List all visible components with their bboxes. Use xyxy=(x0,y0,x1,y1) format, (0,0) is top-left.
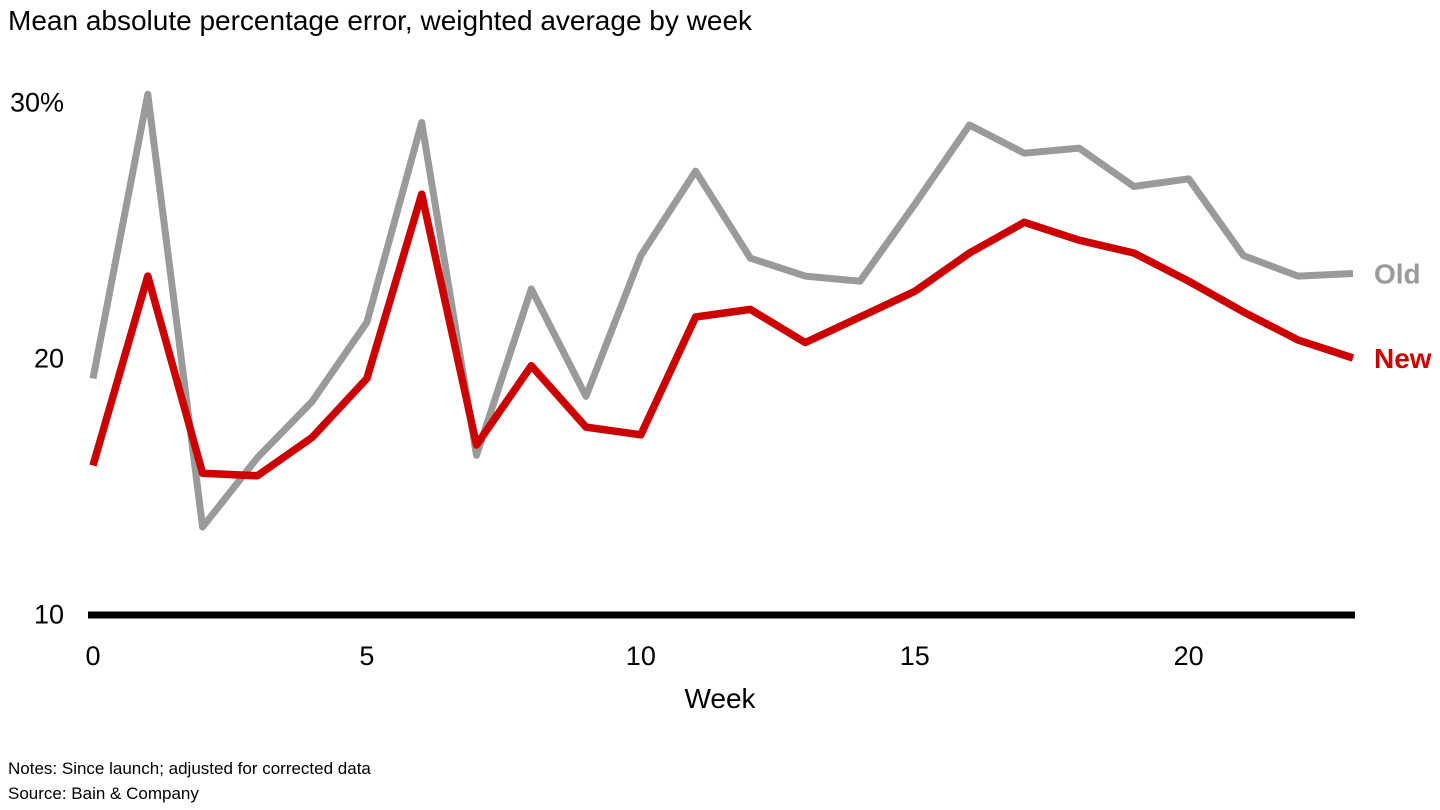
x-tick-label-0: 0 xyxy=(85,641,100,671)
old-series-line xyxy=(89,90,1354,531)
y-tick-label-20: 20 xyxy=(34,344,64,374)
source-line: Source: Bain & Company xyxy=(8,784,199,803)
notes-line: Notes: Since launch; adjusted for correc… xyxy=(8,759,371,778)
y-tick-label-10: 10 xyxy=(34,600,64,630)
x-tick-label-10: 10 xyxy=(626,641,656,671)
x-axis-title: Week xyxy=(684,683,756,714)
x-tick-label-15: 15 xyxy=(900,641,930,671)
y-tick-label-30: 30% xyxy=(10,88,64,118)
series-label-new: New xyxy=(1374,343,1432,374)
chart-title: Mean absolute percentage error, weighted… xyxy=(8,5,753,36)
new-series-line xyxy=(89,190,1355,480)
series-label-old: Old xyxy=(1374,259,1421,290)
x-tick-label-20: 20 xyxy=(1174,641,1204,671)
x-tick-label-5: 5 xyxy=(359,641,374,671)
footnotes: Notes: Since launch; adjusted for correc… xyxy=(8,756,371,806)
